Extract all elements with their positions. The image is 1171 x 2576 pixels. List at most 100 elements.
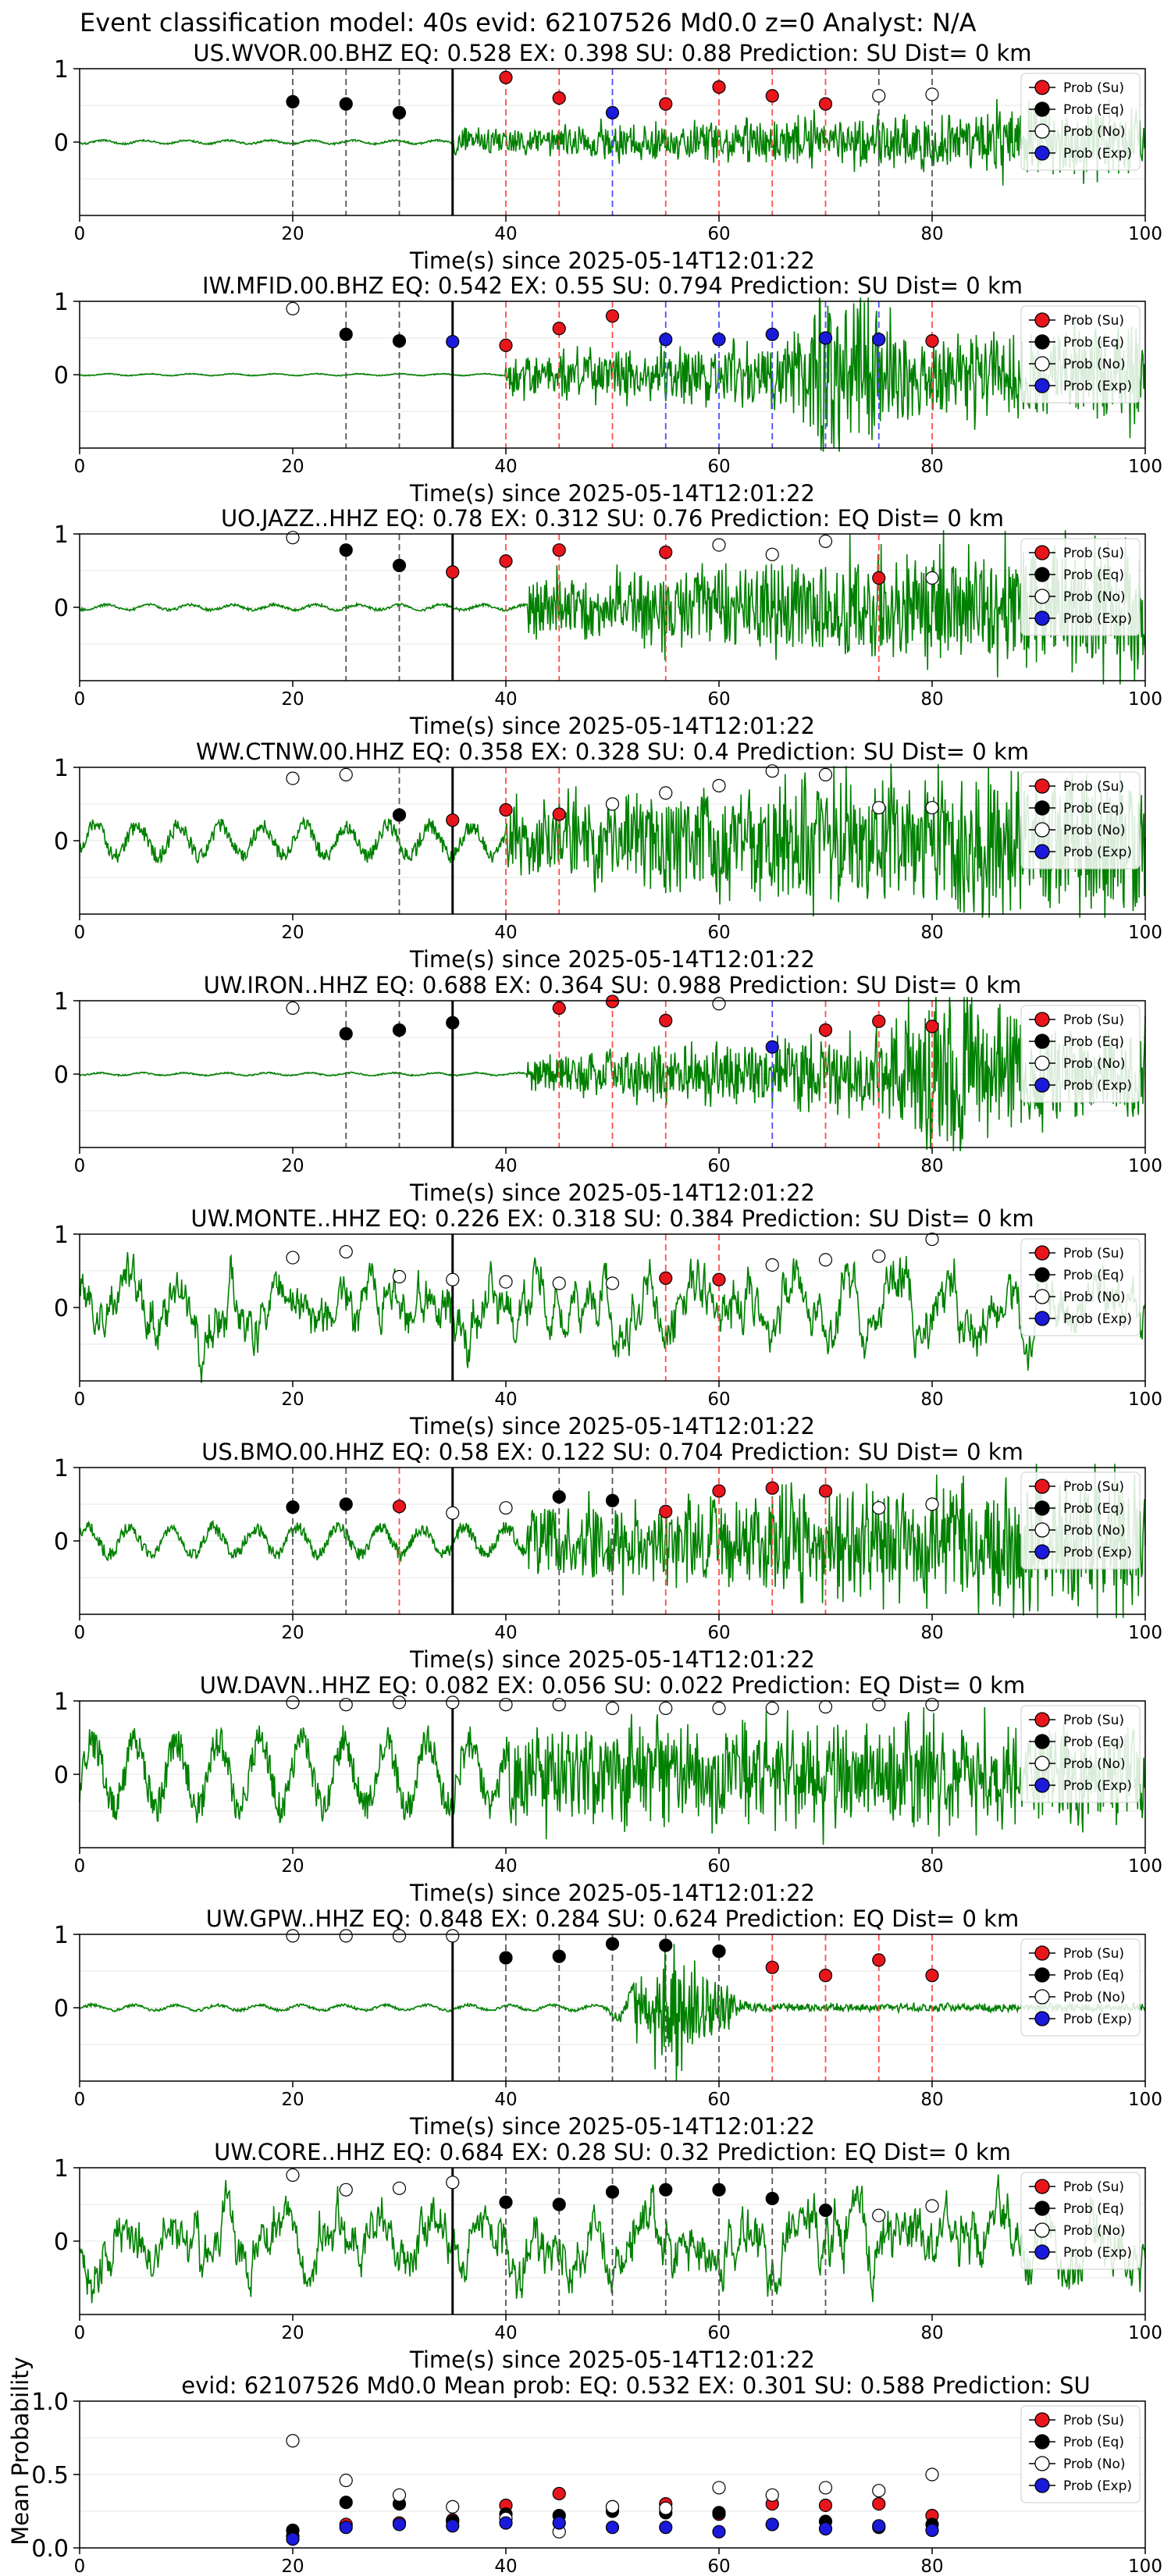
prob-marker-su <box>872 1014 886 1028</box>
prob-marker-no <box>339 1698 353 1712</box>
y-tick-label: 0 <box>54 1295 69 1322</box>
prob-marker-no <box>392 1929 407 1943</box>
legend-label: Prob (Su) <box>1063 1012 1124 1028</box>
prob-marker-eq <box>339 327 353 341</box>
legend-box <box>1020 771 1141 870</box>
y-tick-label: 0 <box>54 1528 69 1556</box>
prob-marker-no <box>605 1701 620 1715</box>
x-tick-label: 0 <box>74 1623 86 1643</box>
panel-title: UW.DAVN..HHZ EQ: 0.082 EX: 0.056 SU: 0.0… <box>200 1672 1025 1699</box>
legend-label: Prob (Exp) <box>1063 2012 1132 2027</box>
prob-marker-su <box>659 1271 673 1286</box>
y-tick-label: 1 <box>54 1688 69 1716</box>
station-panel: WW.CTNW.00.HHZ EQ: 0.358 EX: 0.328 SU: 0… <box>54 738 1162 973</box>
mean-marker-no <box>286 2434 300 2448</box>
prob-marker-no <box>872 1698 886 1712</box>
waveform-trace <box>79 1251 1146 1383</box>
prob-marker-no <box>286 2168 300 2182</box>
prob-marker-no <box>339 1929 353 1943</box>
prob-marker-no <box>605 797 620 811</box>
prob-marker-no <box>925 1497 939 1511</box>
legend-marker-eq <box>1034 101 1050 117</box>
x-tick-label: 20 <box>281 2556 304 2576</box>
prob-marker-no <box>818 1253 833 1267</box>
prob-marker-eq <box>446 1016 460 1030</box>
x-tick-label: 20 <box>281 1856 304 1877</box>
prob-marker-no <box>925 801 939 815</box>
legend-marker-exp <box>1034 1077 1050 1093</box>
x-tick-label: 60 <box>707 2556 730 2576</box>
legend-marker-no <box>1034 1522 1050 1538</box>
station-panel: UW.GPW..HHZ EQ: 0.848 EX: 0.284 SU: 0.62… <box>54 1905 1162 2140</box>
prob-marker-eq <box>552 2197 566 2211</box>
x-axis-label: Time(s) since 2025-05-14T12:01:22 <box>409 1179 815 1206</box>
y-tick-label: 1 <box>54 1922 69 1949</box>
legend-marker-su <box>1034 1712 1050 1727</box>
prob-marker-no <box>392 2181 407 2195</box>
prob-marker-exp <box>818 331 833 345</box>
mean-marker-no <box>392 2488 407 2502</box>
mean-marker-su <box>872 2497 886 2511</box>
prob-marker-su <box>499 802 513 817</box>
legend-marker-exp <box>1034 145 1050 161</box>
x-tick-label: 0 <box>74 1389 86 1410</box>
prob-marker-su <box>659 97 673 111</box>
legend-label: Prob (No) <box>1063 1756 1126 1772</box>
x-axis-label: Time(s) since 2025-05-14T12:01:22 <box>409 247 815 274</box>
x-tick-label: 60 <box>707 1389 730 1410</box>
prob-marker-no <box>499 1275 513 1289</box>
x-tick-label: 100 <box>1128 2556 1162 2576</box>
legend-box <box>1020 1005 1141 1103</box>
prob-marker-no <box>446 2176 460 2190</box>
prob-marker-exp <box>446 335 460 349</box>
prob-marker-no <box>765 1701 779 1715</box>
prob-marker-no <box>925 87 939 101</box>
station-panel: UW.MONTE..HHZ EQ: 0.226 EX: 0.318 SU: 0.… <box>54 1205 1162 1439</box>
y-tick-label: 1 <box>54 1455 69 1482</box>
legend-marker-eq <box>1034 800 1050 816</box>
mean-marker-no <box>872 2484 886 2498</box>
mean-marker-exp <box>765 2517 779 2532</box>
x-tick-label: 80 <box>920 1856 943 1877</box>
legend-label: Prob (Exp) <box>1063 1778 1132 1794</box>
legend-marker-exp <box>1034 610 1050 626</box>
x-axis-label: Time(s) since 2025-05-14T12:01:22 <box>409 713 815 739</box>
x-axis-label: Time(s) since 2025-05-14T12:01:22 <box>409 946 815 973</box>
prob-marker-su <box>552 322 566 336</box>
x-tick-label: 0 <box>74 923 86 943</box>
prob-marker-eq <box>392 334 407 348</box>
legend-label: Prob (Su) <box>1063 1713 1124 1728</box>
waveform-trace <box>79 530 1146 685</box>
mean-marker-exp <box>392 2517 407 2532</box>
prob-marker-eq <box>392 558 407 573</box>
mean-marker-no <box>765 2488 779 2502</box>
prob-marker-su <box>552 91 566 105</box>
x-tick-label: 20 <box>281 2090 304 2110</box>
prob-marker-su <box>872 1953 886 1967</box>
x-tick-label: 80 <box>920 2323 943 2343</box>
prob-marker-no <box>765 764 779 778</box>
mean-marker-eq <box>712 2506 726 2520</box>
prob-marker-no <box>925 1232 939 1247</box>
legend-marker-exp <box>1034 1777 1050 1793</box>
prob-marker-su <box>925 334 939 348</box>
x-tick-label: 0 <box>74 2323 86 2343</box>
mean-marker-no <box>925 2467 939 2482</box>
prob-marker-eq <box>392 105 407 119</box>
prob-marker-exp <box>872 333 886 347</box>
panel-title: UW.GPW..HHZ EQ: 0.848 EX: 0.284 SU: 0.62… <box>206 1905 1019 1932</box>
legend-label: Prob (Exp) <box>1063 1311 1132 1327</box>
mean-marker-exp <box>446 2519 460 2533</box>
x-tick-label: 80 <box>920 1623 943 1643</box>
x-tick-label: 20 <box>281 689 304 710</box>
prob-marker-no <box>446 1272 460 1286</box>
prob-marker-no <box>339 767 353 782</box>
prob-marker-no <box>446 1929 460 1943</box>
mean-probability-panel: evid: 62107526 Md0.0 Mean prob: EQ: 0.53… <box>7 2357 1162 2576</box>
prob-marker-no <box>286 1001 300 1016</box>
mean-marker-exp <box>659 2521 673 2535</box>
prob-marker-su <box>605 994 620 1009</box>
legend-label: Prob (Su) <box>1063 1479 1124 1495</box>
y-tick-label: 0 <box>54 1762 69 1789</box>
prob-marker-eq <box>392 808 407 822</box>
